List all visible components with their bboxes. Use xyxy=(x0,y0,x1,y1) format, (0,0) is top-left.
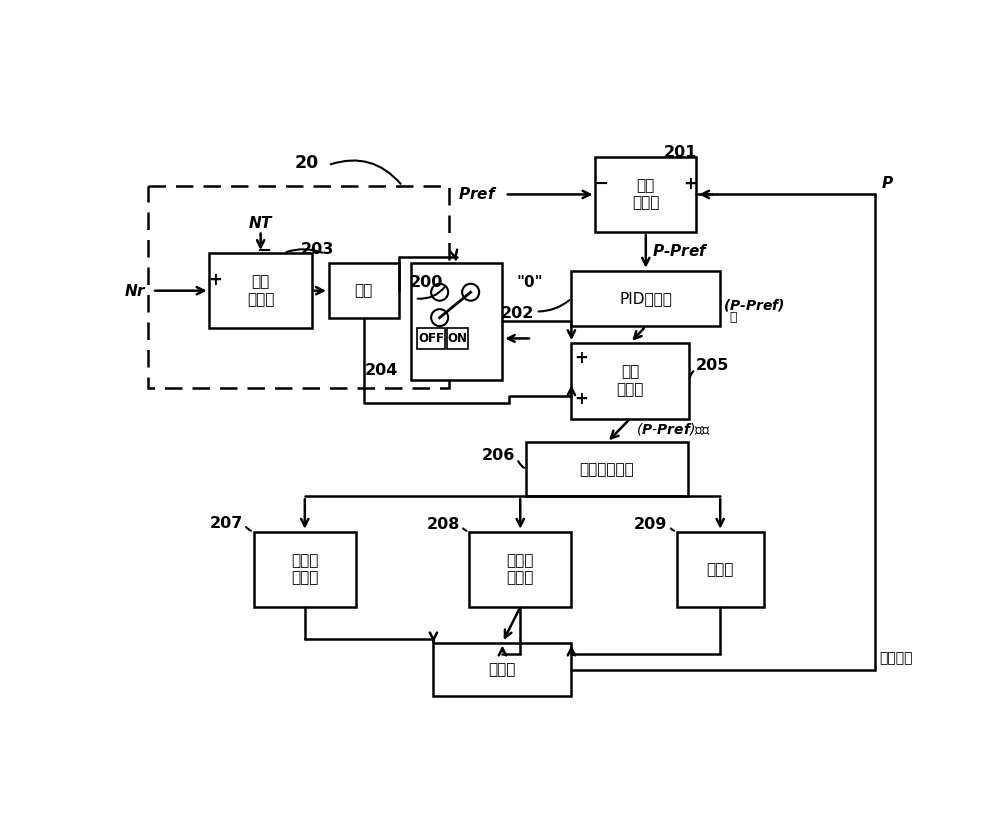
Bar xyxy=(433,642,571,696)
Text: 比例式
加热器: 比例式 加热器 xyxy=(291,553,318,586)
Text: −: − xyxy=(256,242,271,259)
Text: 第二
加法器: 第二 加法器 xyxy=(247,274,274,307)
Bar xyxy=(677,532,764,607)
Text: 喷淋阀: 喷淋阀 xyxy=(707,562,734,577)
Text: 205: 205 xyxy=(696,358,730,373)
Bar xyxy=(526,442,688,496)
Bar xyxy=(209,253,312,328)
Text: PID控制器: PID控制器 xyxy=(619,291,672,306)
Text: 补: 补 xyxy=(730,311,737,324)
Bar xyxy=(571,343,689,419)
Text: +: + xyxy=(574,391,588,408)
Text: $\bfit{P}$-$\bfit{Pref}$: $\bfit{P}$-$\bfit{Pref}$ xyxy=(652,243,709,259)
Text: $\bfit{Pref}$: $\bfit{Pref}$ xyxy=(458,186,497,203)
Text: 203: 203 xyxy=(301,243,334,258)
Text: 202: 202 xyxy=(501,307,534,322)
Text: 通断式
加热器: 通断式 加热器 xyxy=(507,553,534,586)
Text: +: + xyxy=(209,271,223,289)
Text: OFF: OFF xyxy=(418,332,444,345)
Text: +: + xyxy=(683,175,697,193)
Bar xyxy=(148,186,449,388)
Text: 207: 207 xyxy=(209,516,243,531)
Text: +: + xyxy=(574,349,588,366)
Text: "0": "0" xyxy=(516,276,543,291)
Text: 20: 20 xyxy=(295,154,319,172)
Bar xyxy=(447,327,468,349)
Text: ON: ON xyxy=(447,332,467,345)
Text: 201: 201 xyxy=(664,145,697,160)
Text: 稳压器: 稳压器 xyxy=(489,662,516,677)
Bar xyxy=(571,271,720,326)
Bar xyxy=(411,263,502,380)
Text: $\bfit{P}$: $\bfit{P}$ xyxy=(881,175,894,191)
Bar xyxy=(254,532,356,607)
Text: 209: 209 xyxy=(634,517,668,533)
Bar xyxy=(417,327,445,349)
Text: 函数功能模块: 函数功能模块 xyxy=(580,462,634,477)
Text: 206: 206 xyxy=(482,448,516,463)
Text: ($\bfit{P}$-$\bfit{Pref}$)补终: ($\bfit{P}$-$\bfit{Pref}$)补终 xyxy=(637,420,711,436)
Text: 第一
加法器: 第一 加法器 xyxy=(632,178,659,210)
Text: 200: 200 xyxy=(409,276,443,291)
Bar xyxy=(329,263,399,318)
Text: −: − xyxy=(593,175,608,193)
Text: 208: 208 xyxy=(426,517,460,533)
Text: ($\bfit{P}$-$\bfit{Pref}$): ($\bfit{P}$-$\bfit{Pref}$) xyxy=(723,297,785,312)
Text: 增益: 增益 xyxy=(355,283,373,298)
Text: $\bfit{NT}$: $\bfit{NT}$ xyxy=(248,215,274,231)
Text: 第三
加法器: 第三 加法器 xyxy=(617,365,644,397)
Text: 204: 204 xyxy=(365,363,399,378)
Text: $\bfit{Nr}$: $\bfit{Nr}$ xyxy=(124,283,147,298)
Bar xyxy=(469,532,571,607)
Bar xyxy=(595,157,696,232)
Text: 压力测量: 压力测量 xyxy=(879,651,913,665)
